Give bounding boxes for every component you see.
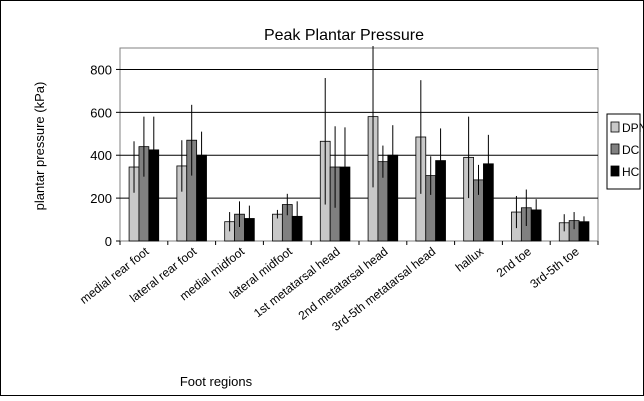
y-tick-label: 600	[90, 105, 112, 120]
y-axis-label: plantar pressure (kPa)	[32, 82, 47, 211]
legend-swatch-dpn	[610, 121, 620, 133]
legend-swatch-hc	[610, 165, 620, 177]
y-tick-label: 200	[90, 191, 112, 206]
x-axis-label: Foot regions	[180, 374, 253, 389]
y-tick-label: 400	[90, 148, 112, 163]
legend-label-hc: HC	[622, 165, 640, 179]
legend-swatch-dc	[610, 143, 620, 155]
legend-label-dc: DC	[622, 143, 640, 157]
error-bars	[133, 46, 585, 232]
legend: DPN DC HC	[606, 113, 644, 190]
chart-title: Peak Plantar Pressure	[264, 27, 424, 44]
y-tick-label: 800	[90, 62, 112, 77]
legend-label-dpn: DPN	[622, 121, 644, 135]
y-axis-ticks: 0 200 400 600 800	[90, 62, 120, 249]
y-tick-label: 0	[105, 234, 112, 249]
